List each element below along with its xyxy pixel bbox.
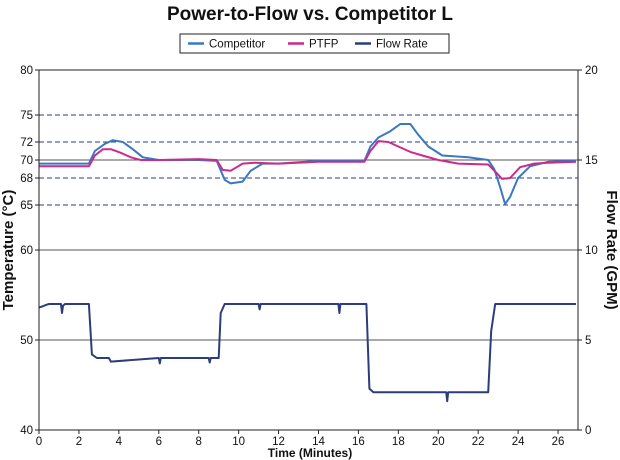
y-axis-right: 0 5 10 15 20	[578, 65, 598, 437]
legend-label-flow-rate: Flow Rate	[376, 39, 428, 51]
y-left-tick-label: 68	[20, 173, 33, 185]
y-left-tick-label: 70	[20, 155, 33, 167]
y-left-tick-label: 80	[20, 65, 33, 77]
y-right-tick-label: 15	[585, 155, 598, 167]
x-tick-label: 14	[312, 436, 325, 448]
y-left-tick-label: 60	[20, 245, 33, 257]
legend-label-competitor: Competitor	[209, 39, 265, 51]
x-tick-label: 26	[552, 436, 565, 448]
x-tick-label: 12	[272, 436, 285, 448]
legend: Competitor PTFP Flow Rate	[179, 33, 450, 54]
x-tick-label: 18	[392, 436, 405, 448]
y-left-tick-label: 72	[20, 137, 33, 149]
legend-label-ptfp: PTFP	[309, 39, 339, 51]
y-left-tick-label: 65	[20, 200, 33, 212]
y-axis-left-title: Temperature (°C)	[0, 190, 17, 311]
series-line-ptfp	[39, 140, 577, 180]
x-tick-label: 2	[76, 436, 82, 448]
gridlines	[39, 114, 578, 341]
x-axis: 0 2 4 6 8 10 12 14 16 18 20 22 24 26	[36, 430, 565, 448]
y-axis-left: 40 50 60 65 68 70 72 75 80	[20, 65, 39, 437]
legend-box	[179, 33, 450, 54]
x-tick-label: 4	[116, 436, 123, 448]
x-tick-label: 20	[432, 436, 445, 448]
x-tick-label: 10	[232, 436, 245, 448]
x-tick-label: 6	[156, 436, 162, 448]
series-layer	[38, 123, 577, 403]
y-right-tick-label: 0	[585, 425, 591, 437]
x-tick-label: 24	[512, 436, 525, 448]
y-left-tick-label: 75	[20, 110, 33, 122]
x-tick-label: 22	[472, 436, 485, 448]
y-right-tick-label: 5	[585, 335, 591, 347]
y-right-tick-label: 20	[585, 65, 598, 77]
y-axis-right-title: Flow Rate (GPM)	[603, 190, 620, 309]
series-line-flow-rate	[38, 303, 576, 403]
x-axis-title: Time (Minutes)	[268, 446, 352, 460]
x-tick-label: 0	[36, 436, 42, 448]
x-tick-label: 8	[196, 436, 202, 448]
chart-title: Power-to-Flow vs. Competitor L	[167, 4, 453, 25]
y-left-tick-label: 40	[20, 425, 33, 437]
y-right-tick-label: 10	[585, 245, 598, 257]
y-left-tick-label: 50	[20, 335, 33, 347]
x-tick-label: 16	[352, 436, 365, 448]
